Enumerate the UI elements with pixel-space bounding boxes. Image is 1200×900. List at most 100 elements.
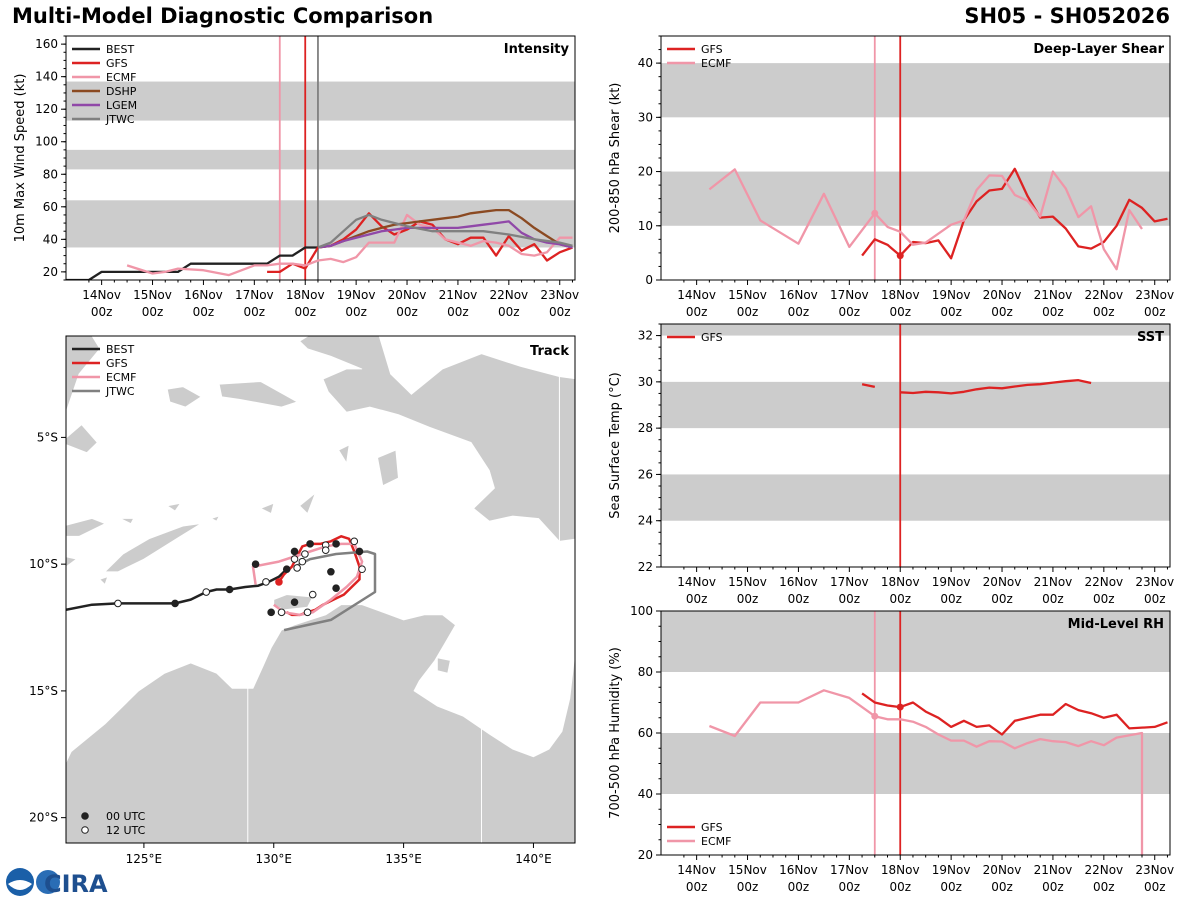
leti-land xyxy=(210,515,220,522)
babar-land xyxy=(259,502,275,515)
sst-ylabel: Sea Surface Temp (°C) xyxy=(608,372,623,519)
shear-ytick-label: 0 xyxy=(645,273,653,287)
rh-xtick-hour: 00z xyxy=(1042,880,1064,894)
shear-series-gfs xyxy=(861,167,1168,260)
shear-xtick-day: 23Nov xyxy=(1135,288,1174,302)
rh-xtick-day: 23Nov xyxy=(1135,863,1174,877)
rh-marker-gfs xyxy=(896,703,904,711)
logo-text: CIRA xyxy=(44,870,108,898)
sulawesi-land xyxy=(66,336,101,413)
rh-panel: 20 40 60 80 100 14Nov 00z 15Nov 00z 16Nov 00z 17Nov… xyxy=(608,604,1174,894)
rh-ytick-label: 60 xyxy=(638,726,653,740)
page-title: Multi-Model Diagnostic Comparison xyxy=(12,4,434,28)
rh-ytick-label: 100 xyxy=(630,604,653,618)
shear-xtick-hour: 00z xyxy=(686,305,708,319)
shear-ytick-label: 20 xyxy=(638,165,653,179)
alor-land xyxy=(120,518,135,525)
track-lat-label: 15°S xyxy=(29,684,58,698)
rh-band xyxy=(661,611,1170,672)
track-title: Track xyxy=(530,344,569,359)
track-point-12utc xyxy=(358,565,366,574)
intensity-legend-label-best: BEST xyxy=(106,43,134,56)
track-frame xyxy=(65,335,576,844)
new-guinea-land xyxy=(299,336,575,542)
track-point-00utc xyxy=(332,540,340,548)
shear-xtick-hour: 00z xyxy=(737,305,759,319)
sst-ytick-label: 22 xyxy=(638,560,653,574)
track-point-12utc xyxy=(290,555,299,563)
intensity-xtick-day: 23Nov xyxy=(540,288,579,302)
shear-panel: 0 10 20 30 40 14Nov 00z 15Nov 00z 16Nov 00z 17Nov 00… xyxy=(608,35,1174,319)
shear-xtick-hour: 00z xyxy=(788,305,810,319)
sst-xtick-hour: 00z xyxy=(788,592,810,606)
rh-xtick-hour: 00z xyxy=(1144,880,1166,894)
intensity-xtick-day: 16Nov xyxy=(184,288,223,302)
seram-land xyxy=(218,381,299,408)
sst-xtick-day: 14Nov xyxy=(677,575,716,589)
intensity-xtick-hour: 00z xyxy=(498,305,520,319)
rh-xtick-day: 20Nov xyxy=(983,863,1022,877)
rh-xtick-day: 14Nov xyxy=(677,863,716,877)
rh-legend-label-gfs: GFS xyxy=(701,821,723,834)
intensity-legend-label-dshp: DSHP xyxy=(106,85,137,98)
shear-band xyxy=(661,63,1170,118)
australia-land xyxy=(66,604,575,843)
intensity-xtick-day: 19Nov xyxy=(337,288,376,302)
track-current-position xyxy=(275,578,283,586)
shear-xtick-day: 20Nov xyxy=(983,288,1022,302)
sst-band xyxy=(661,474,1170,521)
shear-marker-ecmf xyxy=(871,209,879,217)
intensity-xtick-hour: 00z xyxy=(396,305,418,319)
sst-title: SST xyxy=(1137,330,1164,345)
shear-xtick-day: 21Nov xyxy=(1034,288,1073,302)
cira-logo: CIRA xyxy=(4,866,114,898)
rh-series-gfs xyxy=(861,692,1168,736)
intensity-ytick-label: 60 xyxy=(43,200,58,214)
sst-xtick-hour: 00z xyxy=(940,592,962,606)
sst-xtick-day: 19Nov xyxy=(932,575,971,589)
intensity-xtick-day: 22Nov xyxy=(489,288,528,302)
intensity-ytick-label: 140 xyxy=(35,70,58,84)
storm-id: SH05 - SH052026 xyxy=(964,4,1170,28)
intensity-xtick-day: 14Nov xyxy=(82,288,121,302)
intensity-xtick-day: 17Nov xyxy=(235,288,274,302)
rh-xtick-hour: 00z xyxy=(1093,880,1115,894)
intensity-xtick-hour: 00z xyxy=(549,305,571,319)
intensity-xtick-day: 18Nov xyxy=(286,288,325,302)
track-map-area xyxy=(66,336,575,843)
track-point-00utc xyxy=(171,599,179,608)
track-point-12utc xyxy=(303,608,312,617)
sst-xtick-hour: 00z xyxy=(737,592,759,606)
intensity-ytick-label: 20 xyxy=(43,265,58,279)
rh-xtick-day: 19Nov xyxy=(932,863,971,877)
intensity-xtick-hour: 00z xyxy=(244,305,266,319)
shear-ytick-label: 10 xyxy=(638,219,653,233)
track-point-00utc xyxy=(290,547,299,556)
shear-xtick-day: 16Nov xyxy=(779,288,818,302)
rh-xtick-hour: 00z xyxy=(686,880,708,894)
sst-xtick-hour: 00z xyxy=(686,592,708,606)
sst-band xyxy=(661,381,1170,429)
intensity-legend-label-ecmf: ECMF xyxy=(106,71,136,84)
timor-land xyxy=(104,523,202,573)
shear-title: Deep-Layer Shear xyxy=(1033,42,1164,57)
track-point-12utc xyxy=(350,537,359,546)
aru-land xyxy=(377,449,399,487)
intensity-series-lgem xyxy=(317,220,573,249)
shear-xtick-day: 19Nov xyxy=(932,288,971,302)
track-point-00utc xyxy=(225,585,234,594)
intensity-xtick-hour: 00z xyxy=(294,305,316,319)
shear-series-ecmf xyxy=(708,168,1143,271)
intensity-ytick-label: 100 xyxy=(35,135,58,149)
track-point-12utc xyxy=(308,590,317,599)
intensity-legend-label-lgem: LGEM xyxy=(106,99,137,112)
intensity-series-ecmf xyxy=(126,213,573,277)
track-lat-label: 20°S xyxy=(29,811,58,825)
sst-band xyxy=(661,324,1170,336)
sst-legend-label-gfs: GFS xyxy=(701,331,723,344)
rh-ytick-label: 40 xyxy=(638,787,653,801)
track-lon-label: 130°E xyxy=(256,852,293,866)
rh-ytick-label: 80 xyxy=(638,665,653,679)
track-point-12utc xyxy=(114,599,122,608)
intensity-band xyxy=(66,81,575,121)
